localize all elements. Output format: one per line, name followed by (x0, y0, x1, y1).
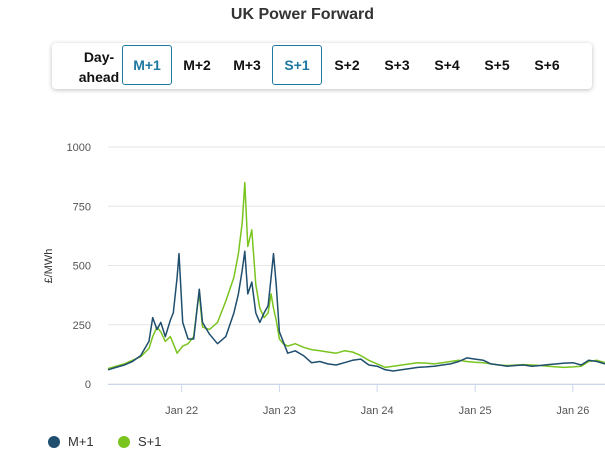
x-tick-label: Jan 23 (263, 405, 296, 417)
tab-m-plus-1[interactable]: M+1 (122, 45, 172, 85)
legend-label-m-plus-1: M+1 (68, 434, 94, 449)
x-tick-label: Jan 22 (165, 405, 198, 417)
legend-label-s-plus-1: S+1 (138, 434, 162, 449)
y-tick-label: 750 (73, 201, 91, 213)
tab-m-plus-3[interactable]: M+3 (233, 57, 261, 73)
tab-day-ahead[interactable]: Day-ahead (78, 49, 120, 85)
y-tick-label: 500 (73, 261, 91, 273)
tab-s-plus-2[interactable]: S+2 (334, 57, 360, 73)
tab-s-plus-1[interactable]: S+1 (272, 45, 322, 85)
x-tick-label: Jan 24 (361, 405, 394, 417)
y-axis-label: £/MWh (43, 249, 55, 284)
series-line-m-plus-1 (107, 250, 605, 372)
tab-s-plus-3[interactable]: S+3 (384, 57, 410, 73)
legend-item-m-plus-1[interactable]: M+1 (48, 434, 94, 449)
tab-s-plus-6[interactable]: S+6 (534, 57, 560, 73)
price-line-chart: 0 250 500 750 1000 Jan 22 Jan 23 Jan 24 Jan 25 Ja… (43, 142, 605, 417)
x-tick-label: Jan 26 (556, 405, 589, 417)
legend-dot-m-plus-1 (48, 435, 60, 448)
legend-dot-s-plus-1 (118, 435, 130, 448)
tab-s-plus-5[interactable]: S+5 (484, 57, 510, 73)
tab-m-plus-2[interactable]: M+2 (183, 57, 211, 73)
y-tick-label: 1000 (67, 142, 91, 154)
legend-item-s-plus-1[interactable]: S+1 (118, 434, 162, 449)
y-tick-label: 250 (73, 320, 91, 332)
chart-title: UK Power Forward (230, 6, 375, 23)
series-line-s-plus-1 (107, 181, 605, 370)
forward-tab-bar: Day-ahead M+1 M+2 M+3 S+1 S+2 S+3 S+4 S+… (52, 43, 592, 89)
y-tick-label: 0 (85, 379, 91, 391)
tab-s-plus-4[interactable]: S+4 (434, 57, 460, 73)
x-tick-label: Jan 25 (459, 405, 492, 417)
